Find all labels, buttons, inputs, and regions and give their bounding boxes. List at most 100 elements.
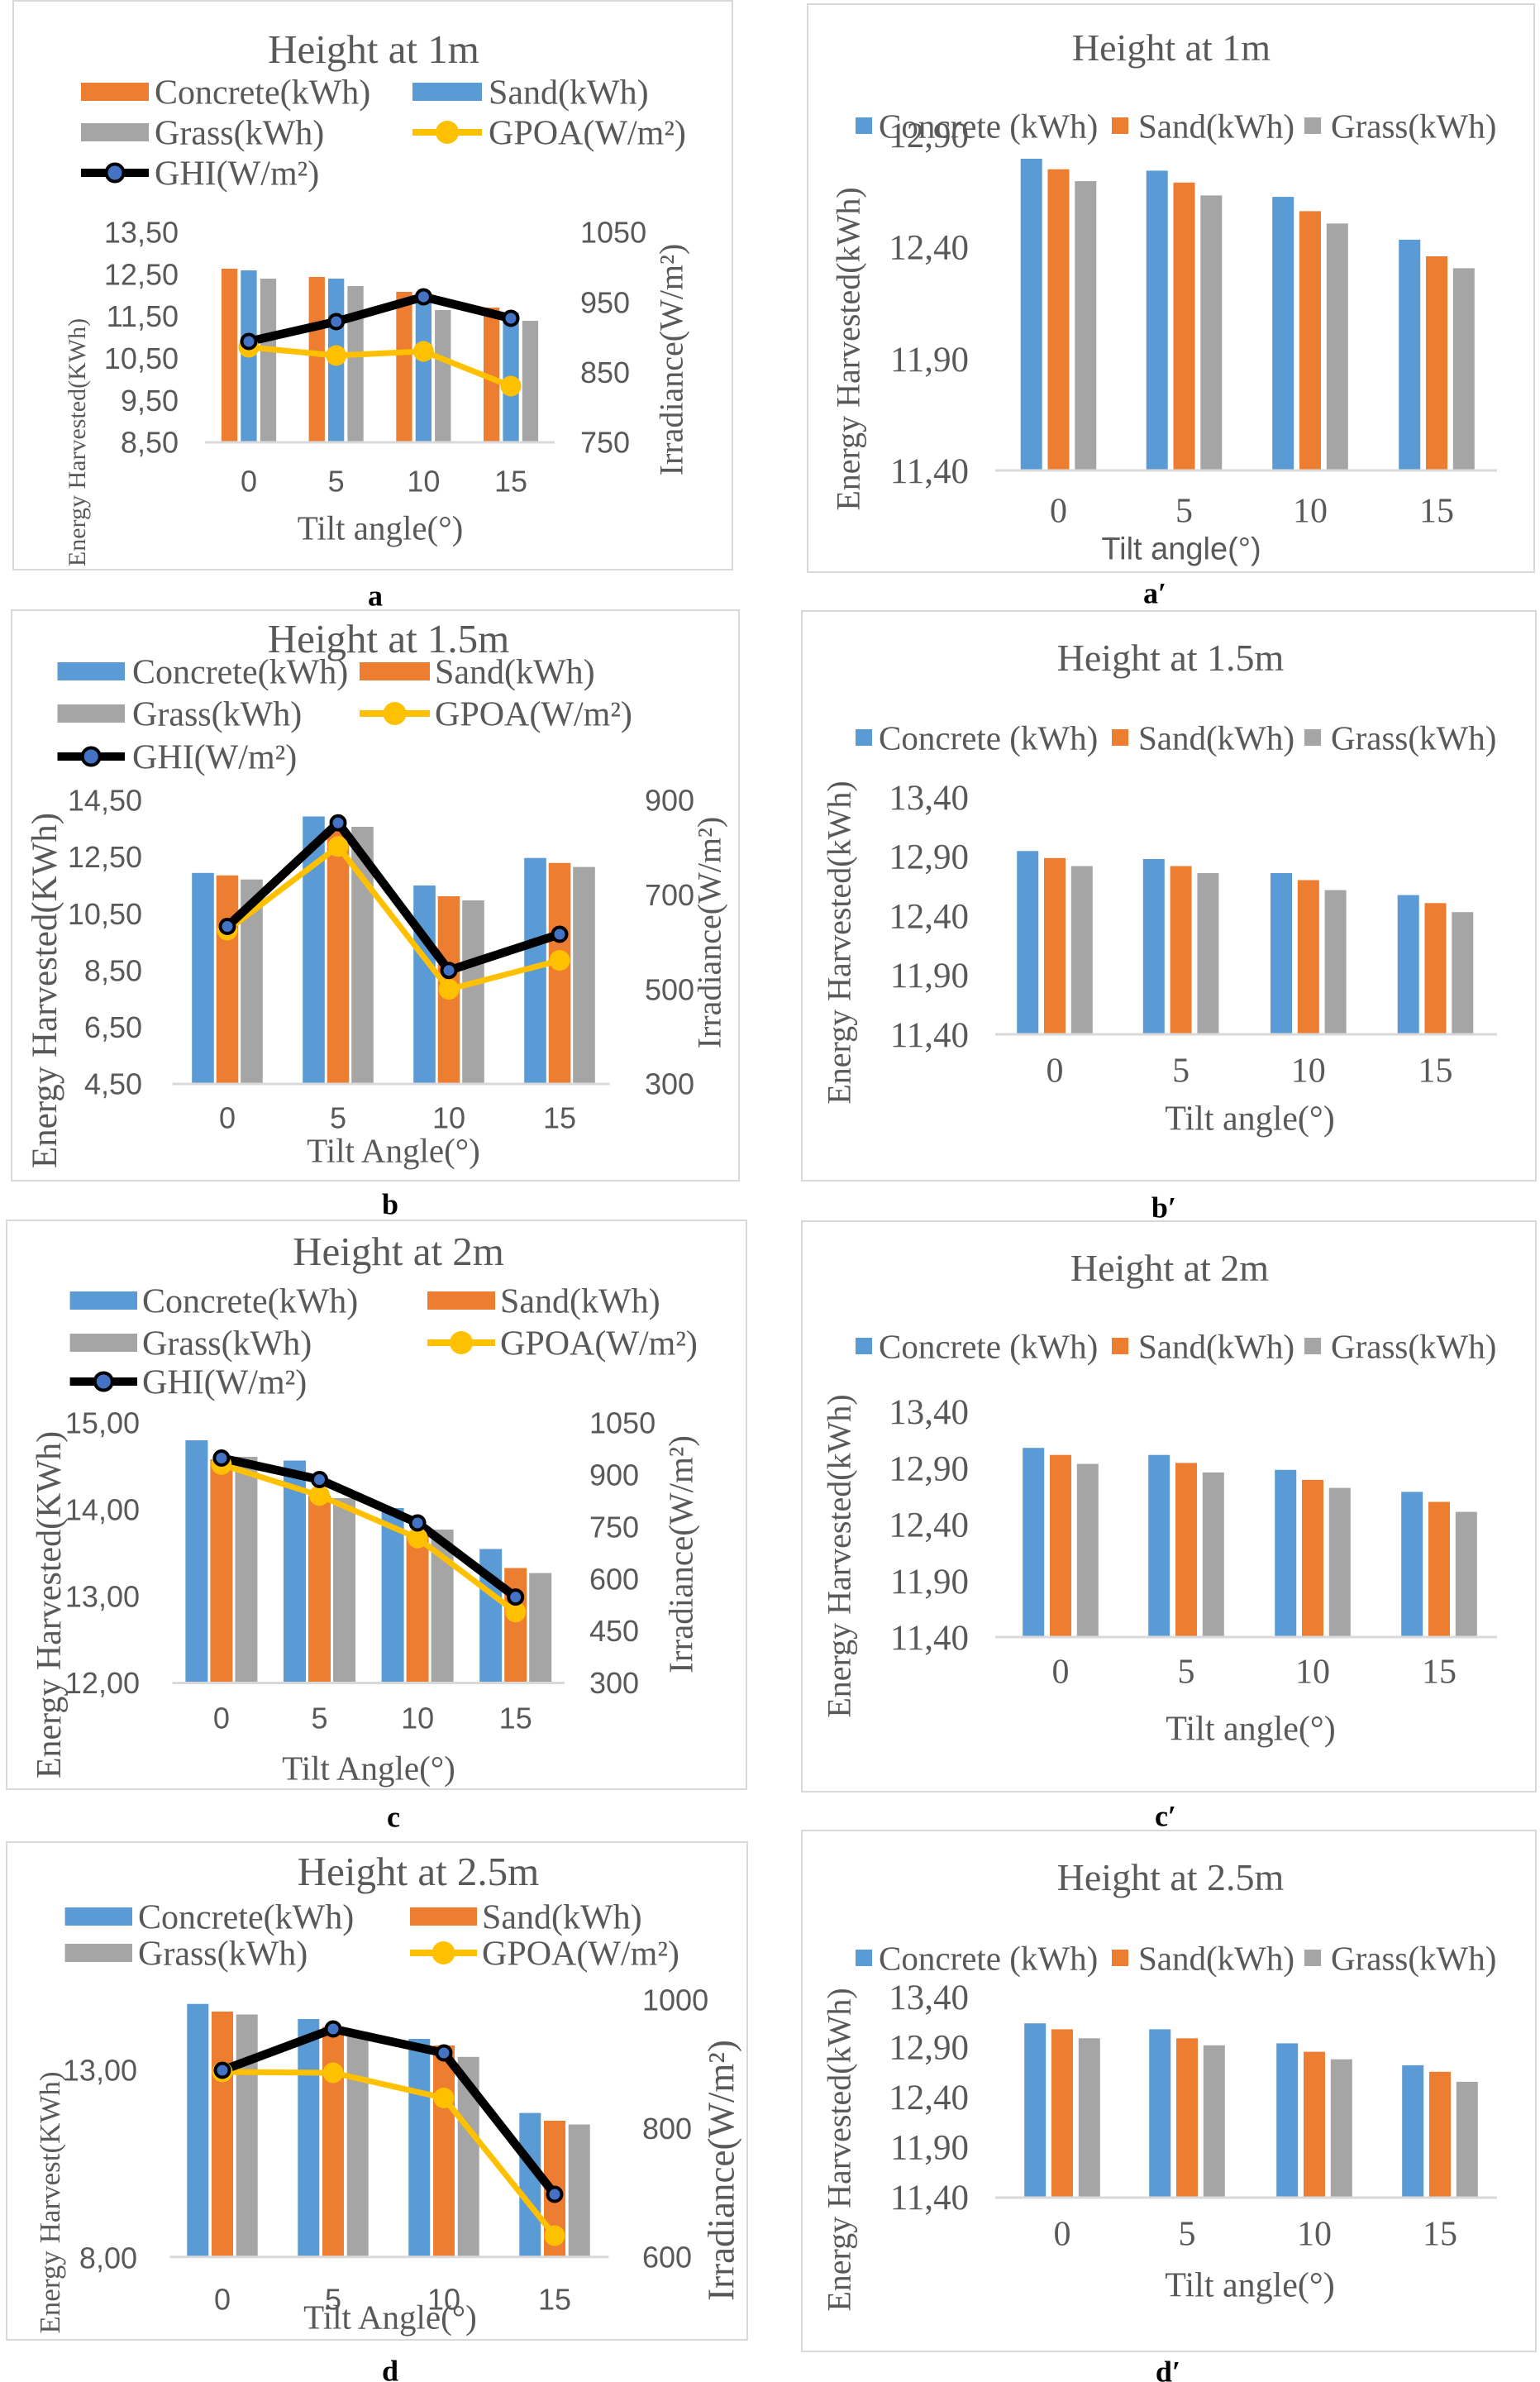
svg-text:5: 5 <box>1178 1654 1195 1692</box>
svg-text:Sand(kWh): Sand(kWh) <box>500 1283 660 1321</box>
svg-text:Sand(kWh): Sand(kWh) <box>1138 718 1294 757</box>
svg-text:Tilt angle(°): Tilt angle(°) <box>1166 1711 1335 1749</box>
svg-text:850: 850 <box>580 356 630 389</box>
svg-text:Height at 2.5m: Height at 2.5m <box>1057 1856 1285 1898</box>
svg-text:0: 0 <box>213 1702 230 1735</box>
svg-text:12,50: 12,50 <box>68 840 142 874</box>
svg-text:11,40: 11,40 <box>890 452 969 491</box>
svg-text:10: 10 <box>432 1101 465 1135</box>
svg-text:13,50: 13,50 <box>104 216 179 250</box>
svg-text:Sand(kWh): Sand(kWh) <box>435 654 595 692</box>
svg-text:GPOA(W/m²): GPOA(W/m²) <box>500 1325 698 1363</box>
svg-text:b: b <box>382 1188 398 1221</box>
svg-text:11,90: 11,90 <box>890 2129 969 2168</box>
svg-text:Energy Harvested(KWh): Energy Harvested(KWh) <box>31 1431 69 1778</box>
svg-text:11,90: 11,90 <box>890 1563 969 1602</box>
svg-text:Concrete(kWh): Concrete(kWh) <box>132 654 348 692</box>
svg-text:Grass(kWh): Grass(kWh) <box>138 1936 308 1974</box>
svg-text:750: 750 <box>589 1510 639 1544</box>
svg-text:Concrete(kWh): Concrete(kWh) <box>142 1283 358 1321</box>
svg-text:Height at 1.5m: Height at 1.5m <box>1057 637 1285 679</box>
svg-text:GPOA(W/m²): GPOA(W/m²) <box>435 696 632 734</box>
svg-text:Concrete (kWh): Concrete (kWh) <box>879 1939 1098 1977</box>
svg-text:d: d <box>382 2355 398 2382</box>
svg-text:450: 450 <box>589 1614 639 1648</box>
svg-text:15: 15 <box>1418 1053 1453 1091</box>
svg-text:11,40: 11,40 <box>890 2179 969 2217</box>
svg-text:Tilt Angle(°): Tilt Angle(°) <box>282 1749 455 1787</box>
svg-text:GPOA(W/m²): GPOA(W/m²) <box>489 115 686 153</box>
svg-text:8,50: 8,50 <box>121 426 179 460</box>
svg-text:10,50: 10,50 <box>104 341 179 375</box>
svg-text:Tilt Angle(°): Tilt Angle(°) <box>307 1131 480 1169</box>
svg-text:600: 600 <box>642 2240 692 2274</box>
svg-text:Grass(kWh): Grass(kWh) <box>1331 718 1496 757</box>
svg-text:a: a <box>368 580 383 613</box>
svg-text:Sand(kWh): Sand(kWh) <box>1138 107 1294 145</box>
svg-text:10: 10 <box>1297 2216 1332 2254</box>
svg-text:GHI(W/m²): GHI(W/m²) <box>142 1364 307 1402</box>
svg-text:12,40: 12,40 <box>889 229 969 268</box>
svg-text:5: 5 <box>328 465 345 499</box>
svg-text:Tilt angle(°): Tilt angle(°) <box>298 508 464 547</box>
svg-text:11,40: 11,40 <box>890 1619 969 1658</box>
svg-text:900: 900 <box>645 784 694 818</box>
svg-text:Height at 1m: Height at 1m <box>268 26 479 72</box>
svg-text:Sand(kWh): Sand(kWh) <box>482 1899 642 1937</box>
svg-text:9,50: 9,50 <box>121 384 179 418</box>
svg-text:13,40: 13,40 <box>889 1393 969 1432</box>
svg-text:11,50: 11,50 <box>107 299 179 333</box>
svg-text:12,40: 12,40 <box>889 898 969 937</box>
svg-text:Energy Harvested(KWh): Energy Harvested(KWh) <box>64 318 91 566</box>
svg-text:0: 0 <box>1047 1053 1064 1091</box>
svg-text:13,40: 13,40 <box>889 779 969 818</box>
svg-text:11,90: 11,90 <box>890 957 969 995</box>
svg-text:Energy Harvested(KWh): Energy Harvested(KWh) <box>26 813 64 1168</box>
svg-text:Sand(kWh): Sand(kWh) <box>1138 1327 1294 1365</box>
svg-text:5: 5 <box>330 1101 346 1135</box>
svg-text:10,50: 10,50 <box>68 897 142 931</box>
svg-text:GHI(W/m²): GHI(W/m²) <box>132 739 297 777</box>
svg-text:12,00: 12,00 <box>65 1666 140 1700</box>
svg-text:900: 900 <box>589 1458 639 1492</box>
svg-text:12,90: 12,90 <box>889 117 969 155</box>
svg-text:Grass(kWh): Grass(kWh) <box>132 696 302 734</box>
svg-text:500: 500 <box>645 972 694 1006</box>
svg-text:950: 950 <box>580 285 630 319</box>
svg-text:0: 0 <box>1054 2216 1071 2254</box>
svg-text:5: 5 <box>1175 493 1193 531</box>
svg-text:Energy Harvested(kWh): Energy Harvested(kWh) <box>820 1988 857 2311</box>
svg-text:12,50: 12,50 <box>104 257 179 291</box>
svg-text:15: 15 <box>494 465 527 499</box>
svg-text:8,50: 8,50 <box>84 953 142 987</box>
svg-text:Irradiance(W/m²): Irradiance(W/m²) <box>662 1435 700 1673</box>
svg-text:10: 10 <box>401 1702 434 1735</box>
svg-text:15: 15 <box>1423 2216 1457 2254</box>
svg-text:15: 15 <box>543 1101 576 1135</box>
svg-text:12,90: 12,90 <box>889 838 969 877</box>
svg-text:300: 300 <box>645 1067 694 1101</box>
svg-text:Height at 1.5m: Height at 1.5m <box>268 616 510 661</box>
svg-text:Grass(kWh): Grass(kWh) <box>1331 1327 1496 1365</box>
svg-text:5: 5 <box>311 1702 327 1735</box>
svg-text:0: 0 <box>1050 493 1067 531</box>
svg-text:13,00: 13,00 <box>65 1579 140 1613</box>
svg-text:Concrete (kWh): Concrete (kWh) <box>879 107 1098 145</box>
svg-text:Grass(kWh): Grass(kWh) <box>142 1325 312 1363</box>
svg-text:6,50: 6,50 <box>84 1010 142 1044</box>
svg-text:Energy Harvested(kWh): Energy Harvested(kWh) <box>820 780 857 1104</box>
svg-text:1050: 1050 <box>589 1406 656 1440</box>
svg-text:Tilt angle(°): Tilt angle(°) <box>1101 532 1261 566</box>
svg-text:15: 15 <box>1422 1654 1457 1692</box>
svg-text:Height at 2m: Height at 2m <box>1070 1247 1269 1289</box>
svg-text:8,00: 8,00 <box>79 2241 137 2275</box>
svg-text:0: 0 <box>241 465 257 499</box>
svg-text:1050: 1050 <box>580 216 646 250</box>
svg-text:Tilt angle(°): Tilt angle(°) <box>1165 1100 1334 1138</box>
svg-text:15: 15 <box>1419 493 1454 531</box>
svg-text:Sand(kWh): Sand(kWh) <box>489 74 649 112</box>
svg-text:4,50: 4,50 <box>84 1067 142 1101</box>
svg-text:GHI(W/m²): GHI(W/m²) <box>155 155 319 193</box>
svg-text:12,40: 12,40 <box>889 2079 969 2117</box>
svg-text:c: c <box>387 1801 400 1834</box>
